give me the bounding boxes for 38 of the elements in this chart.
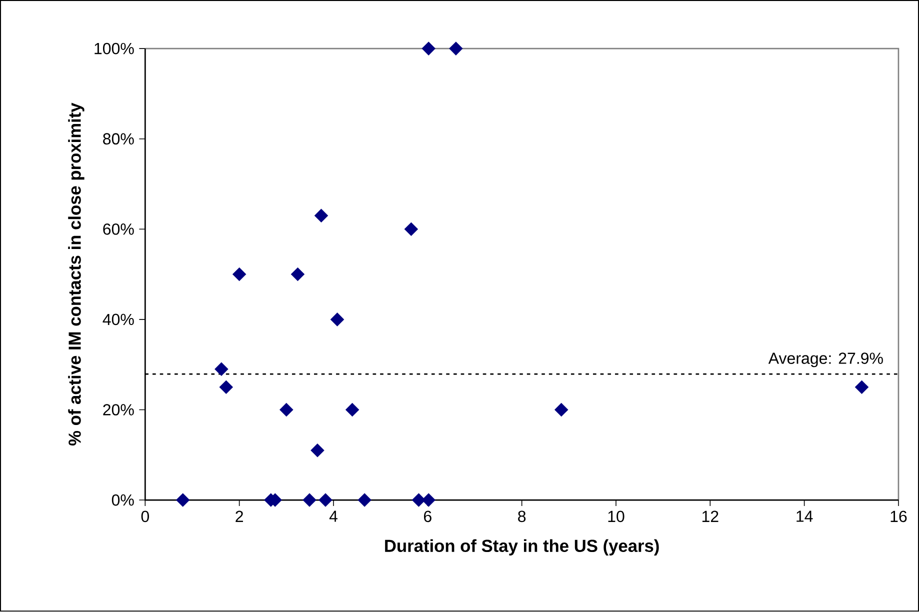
x-tick-label: 16 [890, 510, 907, 522]
y-tick-label: 20% [103, 404, 134, 416]
point [554, 403, 568, 417]
point [232, 268, 246, 282]
x-tick-label: 10 [608, 510, 624, 522]
point [346, 403, 360, 417]
point [280, 403, 294, 417]
point [854, 380, 869, 394]
y-axis-title: % of active IM contacts in close proximity [68, 102, 84, 446]
y-tick-label: 100% [94, 43, 134, 54]
x-tick-label: 0 [141, 510, 149, 522]
y-tick-label: 40% [102, 314, 134, 326]
y-tick-label: 0% [112, 494, 134, 506]
point [302, 493, 316, 507]
point [314, 208, 328, 223]
x-axis-title: Duration of Stay in the US (years) [385, 539, 659, 556]
x-tick-label: 4 [329, 510, 338, 522]
point [422, 493, 436, 507]
y-tick-label: 80% [103, 133, 134, 145]
y-tick-label: 60% [103, 224, 134, 235]
point [330, 312, 344, 326]
x-tick-label: 8 [518, 510, 526, 522]
point [449, 42, 463, 56]
x-tick-label: 12 [702, 510, 718, 522]
ref-line-label: Average: 27.9% [768, 352, 883, 368]
point [219, 380, 233, 394]
point [176, 493, 190, 507]
x-tick-label: 2 [236, 510, 243, 522]
x-tick-label: 14 [796, 510, 813, 522]
point [318, 493, 332, 507]
point [214, 362, 228, 376]
point [404, 222, 418, 236]
point [310, 444, 324, 458]
x-tick-label: 6 [424, 510, 432, 522]
point [422, 42, 436, 56]
point [412, 493, 426, 507]
point [358, 493, 372, 507]
point [290, 268, 304, 282]
